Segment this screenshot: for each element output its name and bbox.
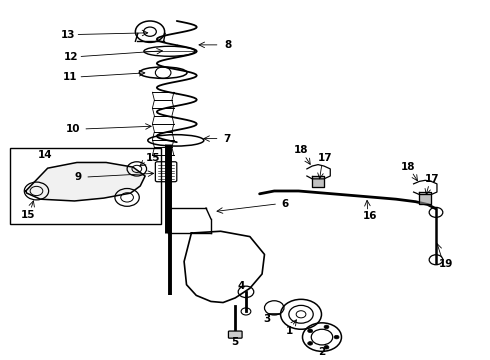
Polygon shape bbox=[419, 192, 431, 204]
Circle shape bbox=[324, 346, 329, 349]
Text: 9: 9 bbox=[75, 172, 82, 182]
Polygon shape bbox=[312, 176, 324, 188]
Polygon shape bbox=[26, 162, 145, 201]
Text: 16: 16 bbox=[363, 211, 377, 221]
Text: 1: 1 bbox=[286, 326, 294, 336]
Text: 8: 8 bbox=[224, 40, 232, 50]
Text: 7: 7 bbox=[223, 134, 230, 144]
Text: 17: 17 bbox=[425, 174, 440, 184]
Text: 13: 13 bbox=[60, 30, 75, 40]
Text: 15: 15 bbox=[21, 210, 35, 220]
Text: 15: 15 bbox=[146, 153, 161, 163]
Text: 10: 10 bbox=[66, 124, 81, 134]
Text: 19: 19 bbox=[439, 260, 453, 269]
Text: 2: 2 bbox=[318, 347, 326, 357]
Circle shape bbox=[324, 325, 329, 329]
Circle shape bbox=[308, 342, 313, 345]
Text: 14: 14 bbox=[38, 150, 52, 160]
Circle shape bbox=[334, 335, 339, 339]
Text: 3: 3 bbox=[263, 314, 270, 324]
Text: 5: 5 bbox=[232, 337, 239, 347]
Text: 12: 12 bbox=[63, 51, 78, 62]
Text: 4: 4 bbox=[238, 282, 245, 292]
FancyBboxPatch shape bbox=[228, 331, 242, 338]
Text: 18: 18 bbox=[294, 145, 308, 156]
Bar bbox=[10, 148, 161, 224]
Text: 11: 11 bbox=[62, 72, 77, 82]
Text: 18: 18 bbox=[401, 162, 416, 172]
Text: 17: 17 bbox=[318, 153, 333, 163]
Text: 6: 6 bbox=[281, 199, 289, 209]
Circle shape bbox=[308, 329, 313, 333]
